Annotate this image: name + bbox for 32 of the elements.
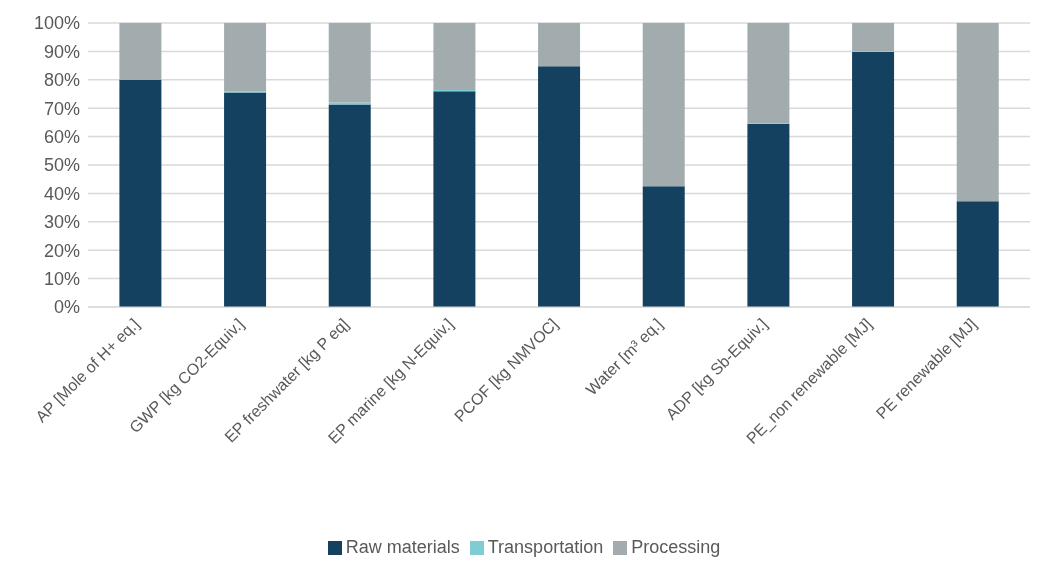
bar bbox=[852, 51, 895, 307]
y-tick-label: 80% bbox=[43, 70, 80, 91]
y-tick-label: 20% bbox=[43, 240, 80, 261]
y-tick-label: 60% bbox=[43, 126, 80, 147]
bar bbox=[328, 104, 371, 307]
bar bbox=[119, 79, 162, 307]
bar bbox=[538, 23, 581, 67]
y-tick-label: 50% bbox=[43, 155, 80, 176]
bar bbox=[224, 23, 267, 92]
bar bbox=[956, 201, 999, 307]
bar bbox=[119, 23, 162, 80]
legend-label: Raw materials bbox=[345, 537, 460, 557]
bar bbox=[956, 23, 999, 202]
y-tick-label: 0% bbox=[53, 297, 80, 318]
y-tick-label: 10% bbox=[43, 268, 80, 289]
y-tick-label: 40% bbox=[43, 183, 80, 204]
bar bbox=[642, 186, 685, 307]
legend-label: Transportation bbox=[487, 537, 604, 557]
bar bbox=[852, 23, 895, 52]
y-tick-label: 70% bbox=[43, 98, 80, 119]
y-tick-label: 100% bbox=[33, 13, 80, 34]
bar bbox=[433, 91, 476, 307]
bar bbox=[328, 23, 371, 103]
y-tick-label: 30% bbox=[43, 212, 80, 233]
bar bbox=[224, 92, 267, 307]
bar bbox=[747, 123, 790, 307]
bar bbox=[433, 23, 476, 91]
bar bbox=[642, 23, 685, 187]
legend-label: Processing bbox=[631, 537, 721, 557]
bar bbox=[538, 66, 581, 307]
bar bbox=[747, 23, 790, 123]
y-tick-label: 90% bbox=[43, 41, 80, 62]
